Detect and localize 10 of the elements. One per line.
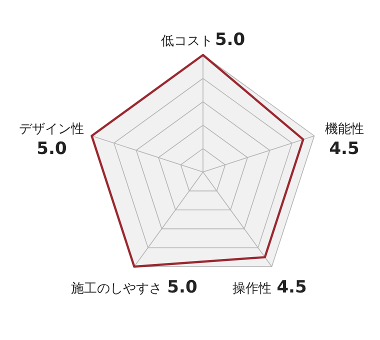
text: 5.0	[214, 30, 246, 50]
spoke-label: 低コスト	[160, 34, 213, 49]
text: 5.0	[36, 138, 67, 159]
text: 5.0	[167, 278, 198, 298]
spoke-label: 施工のしやすさ	[71, 282, 162, 297]
text: 4.5	[276, 278, 307, 298]
spoke-label: 操作性	[232, 282, 272, 297]
text: 4.5	[329, 138, 360, 159]
spoke-label: デザイン性	[19, 122, 84, 137]
spoke-label: 機能性	[324, 122, 364, 137]
